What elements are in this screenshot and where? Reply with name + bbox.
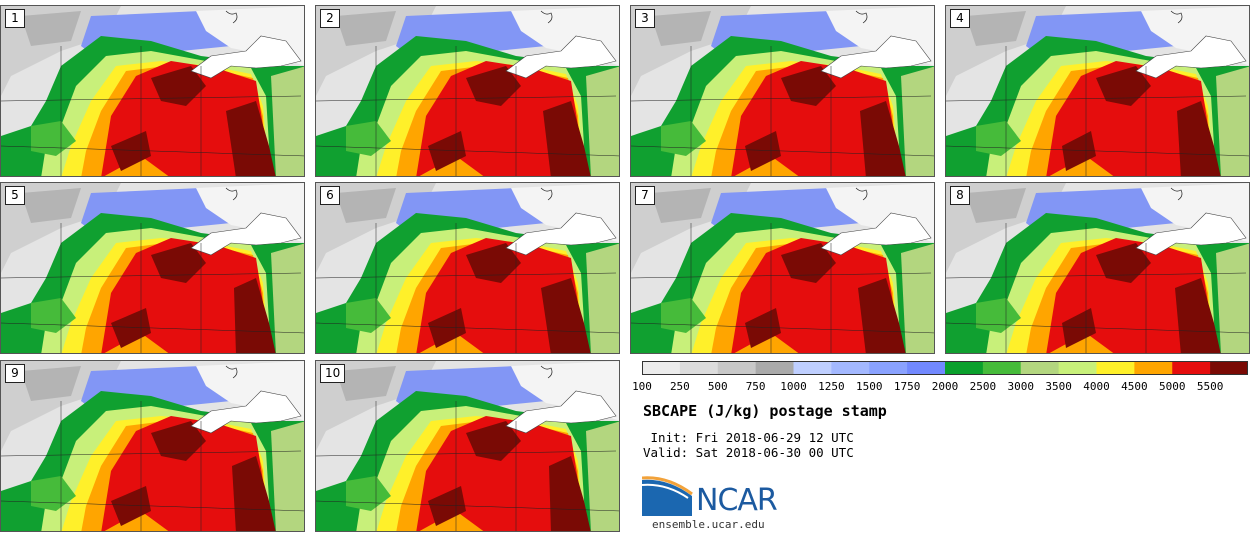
- colorbar-segment: [831, 361, 870, 375]
- colorbar-tick-label: 5500: [1196, 380, 1224, 393]
- ncar-logo-mark-icon: [642, 476, 693, 516]
- member-number-label: 9: [5, 364, 25, 383]
- colorbar-segment: [1058, 361, 1097, 375]
- colorbar-tick-label: 4000: [1083, 380, 1110, 393]
- colorbar: [642, 361, 1248, 375]
- colorbar-segment: [1096, 361, 1135, 375]
- colorbar-segment: [717, 361, 757, 375]
- colorbar-tick-label: 1500: [856, 380, 883, 393]
- colorbar-tick-label: 3000: [1007, 380, 1035, 393]
- colorbar-segment: [793, 361, 832, 375]
- member-number-label: 4: [950, 9, 970, 28]
- colorbar-tick-label: 1250: [818, 380, 845, 393]
- valid-time: Valid: Sat 2018-06-30 00 UTC: [643, 445, 854, 460]
- member-number-label: 5: [5, 186, 25, 205]
- ensemble-member-map[interactable]: 6: [315, 182, 620, 354]
- colorbar-segment: [679, 361, 719, 375]
- colorbar-tick-label: 750: [745, 380, 766, 393]
- colorbar-segment: [907, 361, 946, 375]
- member-number-label: 6: [320, 186, 340, 205]
- colorbar-tick-label: 1750: [893, 380, 921, 393]
- colorbar-tick-label: 100: [632, 380, 652, 393]
- ensemble-member-map[interactable]: 10: [315, 360, 620, 532]
- member-number-label: 7: [635, 186, 655, 205]
- colorbar-segment: [869, 361, 908, 375]
- colorbar-segment: [1210, 361, 1248, 375]
- member-number-label: 2: [320, 9, 340, 28]
- ensemble-member-map[interactable]: 8: [945, 182, 1250, 354]
- member-number-label: 8: [950, 186, 970, 205]
- ncar-logo[interactable]: NCAR: [642, 476, 792, 518]
- colorbar-tick-label: 250: [669, 380, 690, 393]
- colorbar-tick-label: 4500: [1121, 380, 1148, 393]
- colorbar-segment: [982, 361, 1022, 375]
- member-number-label: 10: [320, 364, 346, 383]
- ensemble-member-map[interactable]: 1: [0, 5, 305, 177]
- colorbar-segment: [945, 361, 984, 375]
- colorbar-segment: [642, 361, 681, 375]
- ensemble-member-map[interactable]: 2: [315, 5, 620, 177]
- colorbar-tick-label: 2500: [969, 380, 997, 393]
- ncar-url[interactable]: ensemble.ucar.edu: [652, 518, 765, 531]
- colorbar-tick-label: 3500: [1045, 380, 1072, 393]
- ensemble-member-map[interactable]: 4: [945, 5, 1250, 177]
- colorbar-tick-label: 2000: [931, 380, 959, 393]
- ncar-logo-text: NCAR: [696, 483, 778, 518]
- colorbar-segment: [1134, 361, 1173, 375]
- init-time: Init: Fri 2018-06-29 12 UTC: [643, 430, 854, 445]
- plot-title: SBCAPE (J/kg) postage stamp: [643, 402, 887, 420]
- colorbar-tick-label: 5000: [1159, 380, 1186, 393]
- colorbar-tick-label: 1000: [780, 380, 807, 393]
- member-number-label: 3: [635, 9, 655, 28]
- colorbar-segment: [1172, 361, 1211, 375]
- colorbar-tick-label: 500: [707, 380, 728, 393]
- ensemble-member-map[interactable]: 5: [0, 182, 305, 354]
- colorbar-segment: [755, 361, 794, 375]
- member-number-label: 1: [5, 9, 25, 28]
- ensemble-member-map[interactable]: 9: [0, 360, 305, 532]
- ensemble-member-map[interactable]: 3: [630, 5, 935, 177]
- ensemble-member-map[interactable]: 7: [630, 182, 935, 354]
- colorbar-segment: [1020, 361, 1060, 375]
